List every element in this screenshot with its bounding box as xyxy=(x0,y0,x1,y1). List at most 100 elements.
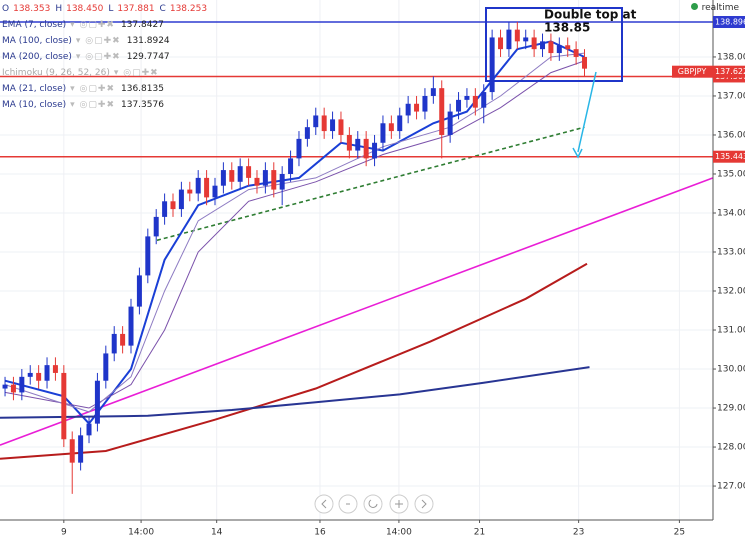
legend: O 138.353 H 138.450 L 137.881 C 138.253 EMA (7,… xyxy=(2,1,212,113)
legend-row: MA (21, close) ▾ ◎▢✚✖ 136.8135 xyxy=(2,81,212,97)
candle-body xyxy=(153,216,159,237)
ohlc-key: O xyxy=(2,4,10,14)
x-tick-label: 9 xyxy=(61,528,67,538)
y-tick-label: 137.000 xyxy=(717,91,745,101)
annotation: Double top at xyxy=(544,8,637,22)
legend-icons[interactable]: ▾ ◎▢✚✖ xyxy=(70,100,115,110)
candle-body xyxy=(380,123,386,143)
candle-body xyxy=(565,45,571,50)
y-tick-label: 134.000 xyxy=(717,208,745,218)
candle-body xyxy=(573,49,579,57)
x-tick-label: 21 xyxy=(474,528,485,538)
legend-icons[interactable]: ▾ ◎▢✚✖ xyxy=(70,84,115,94)
legend-icons[interactable]: ▾ ◎▢✚✖ xyxy=(75,52,121,62)
candle-body xyxy=(44,365,50,381)
legend-name: MA (200, close) xyxy=(2,52,72,62)
candle-body xyxy=(506,29,512,50)
symbol-badge xyxy=(672,65,713,78)
candle-body xyxy=(86,423,92,436)
candle-body xyxy=(111,333,117,354)
x-tick-label: 14 xyxy=(211,528,223,538)
legend-icons[interactable]: ▾ ◎▢✚✖ xyxy=(113,68,159,78)
legend-value: 136.8135 xyxy=(121,84,164,94)
candle-body xyxy=(2,384,8,389)
candle-body xyxy=(10,384,16,393)
trendline xyxy=(0,177,714,446)
candle-body xyxy=(430,88,436,96)
symbol-label: GBPJPY xyxy=(678,67,707,76)
candle-body xyxy=(254,177,260,186)
ohlc-value: 138.253 xyxy=(169,4,208,14)
candle-body xyxy=(414,103,420,112)
candle-body xyxy=(556,45,562,54)
status: realtime xyxy=(691,3,739,13)
legend-value: 129.7747 xyxy=(126,52,170,62)
y-tick-label: 129.000 xyxy=(717,404,745,414)
candle-body xyxy=(481,92,487,108)
candle-body xyxy=(271,170,277,190)
candle-body xyxy=(313,115,319,128)
legend-icons[interactable]: ▾ ◎▢✚✖ xyxy=(70,20,115,30)
candle-body xyxy=(472,95,478,108)
legend-icons[interactable]: ▾ ◎▢✚✖ xyxy=(75,36,121,46)
candle-body xyxy=(212,185,218,198)
y-tick-label: 131.000 xyxy=(717,326,745,336)
candle-body xyxy=(229,170,235,182)
legend-row: EMA (7, close) ▾ ◎▢✚✖ 137.8427 xyxy=(2,17,212,33)
candle-body xyxy=(128,306,134,346)
candle-body xyxy=(27,372,33,377)
reset-button[interactable] xyxy=(363,494,383,514)
ohlc-key: C xyxy=(159,4,166,14)
candle-body xyxy=(447,111,453,135)
y-tick-label: 128.000 xyxy=(717,443,745,453)
candle-body xyxy=(405,103,411,116)
y-tick-label: 135.000 xyxy=(717,169,745,179)
ohlc-key: H xyxy=(55,4,63,14)
y-tick-label: 138.000 xyxy=(717,52,745,62)
zoom-controls xyxy=(314,494,434,514)
candle-body xyxy=(136,275,142,307)
candle-body xyxy=(220,170,226,186)
candle-body xyxy=(514,29,520,42)
candle-body xyxy=(464,95,470,100)
candle-body xyxy=(170,201,176,210)
legend-name: MA (100, close) xyxy=(2,36,72,46)
annotation: 138.85 xyxy=(544,21,590,35)
candle-body xyxy=(498,37,504,50)
candle-body xyxy=(363,138,369,159)
candle-body xyxy=(187,189,193,194)
price-badge-label: 135.443 xyxy=(715,152,745,161)
candle-body xyxy=(346,134,352,151)
x-tick-label: 25 xyxy=(674,528,685,538)
candle-body xyxy=(237,166,243,182)
y-tick-label: 136.000 xyxy=(717,130,745,140)
candle-body xyxy=(178,189,184,210)
ohlc-value: 138.353 xyxy=(13,4,51,14)
candle-body xyxy=(279,173,285,190)
legend-row: MA (100, close) ▾ ◎▢✚✖ 131.8924 xyxy=(2,33,212,49)
legend-name: MA (21, close) xyxy=(2,84,67,94)
candle-body xyxy=(288,158,294,174)
candle-body xyxy=(338,119,344,135)
candle-body xyxy=(372,142,378,159)
candle-body xyxy=(19,376,25,393)
candle-body xyxy=(456,99,462,112)
arrow-head xyxy=(572,147,583,159)
candle-body xyxy=(145,236,151,276)
candle-body xyxy=(439,88,445,135)
candle-body xyxy=(330,119,336,132)
candle-body xyxy=(489,37,495,93)
candle-body xyxy=(94,380,100,424)
legend-name: EMA (7, close) xyxy=(2,20,67,30)
scroll-right-button[interactable] xyxy=(414,494,434,514)
candle-body xyxy=(162,201,168,217)
legend-value: 131.8924 xyxy=(126,36,170,46)
candle-body xyxy=(548,41,554,54)
button-icons xyxy=(321,499,427,509)
ohlc-value: 138.450 xyxy=(66,4,104,14)
scroll-left-button[interactable] xyxy=(314,494,334,514)
candle-body xyxy=(422,95,428,112)
candle-body xyxy=(120,333,126,346)
candle-body xyxy=(52,365,58,373)
